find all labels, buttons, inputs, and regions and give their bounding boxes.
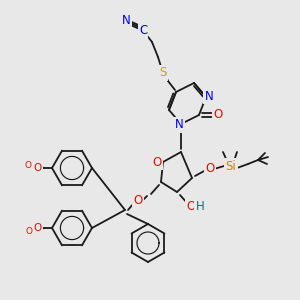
Text: H: H <box>196 200 204 214</box>
Text: N: N <box>122 14 130 26</box>
Text: S: S <box>159 67 167 80</box>
Text: O: O <box>206 163 214 176</box>
Text: C: C <box>139 25 147 38</box>
Text: O: O <box>26 227 32 236</box>
Text: N: N <box>205 89 213 103</box>
Text: O: O <box>152 155 162 169</box>
Text: Si: Si <box>226 160 236 172</box>
Text: O: O <box>34 223 42 233</box>
Text: O: O <box>186 200 196 214</box>
Text: S: S <box>159 67 167 80</box>
Text: O: O <box>213 109 223 122</box>
Text: O: O <box>34 163 42 173</box>
Text: O: O <box>134 194 142 208</box>
Text: O: O <box>25 160 32 169</box>
Text: N: N <box>175 118 183 131</box>
